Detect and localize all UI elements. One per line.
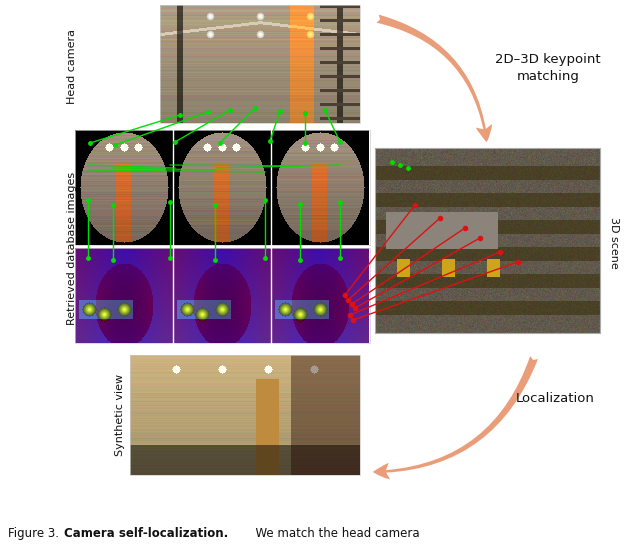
Text: Synthetic view: Synthetic view: [115, 374, 125, 456]
Text: Head camera: Head camera: [67, 30, 77, 105]
Text: Figure 3.: Figure 3.: [8, 527, 63, 540]
Bar: [160, 5, 360, 123]
Text: Retrieved database images: Retrieved database images: [67, 172, 77, 324]
Text: Localization: Localization: [516, 391, 595, 404]
Text: 2D–3D keypoint
matching: 2D–3D keypoint matching: [495, 53, 601, 83]
Bar: [75, 130, 370, 245]
FancyArrowPatch shape: [372, 356, 538, 480]
Bar: [375, 148, 600, 333]
Bar: [130, 355, 360, 475]
Bar: [75, 248, 370, 343]
Text: Camera self-localization.: Camera self-localization.: [64, 527, 228, 540]
FancyArrowPatch shape: [377, 15, 492, 142]
Text: 3D scene: 3D scene: [609, 217, 619, 269]
Text: We match the head camera: We match the head camera: [248, 527, 420, 540]
